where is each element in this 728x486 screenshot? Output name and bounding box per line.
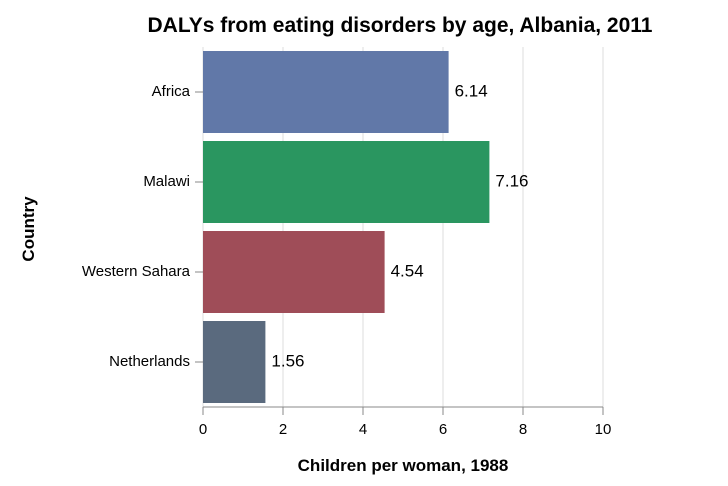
data-label: 6.14 [455, 81, 488, 100]
bar [203, 321, 266, 403]
bars: 6.14 7.16 4.54 1.56 [203, 51, 528, 403]
bar [203, 231, 385, 313]
y-tick-label: Africa [152, 83, 191, 100]
y-axis-title: Country [19, 196, 38, 262]
x-tick-label: 4 [359, 421, 367, 438]
y-axis: Africa Malawi Western Sahara Netherlands [82, 83, 203, 370]
y-tick-label: Netherlands [109, 353, 190, 370]
bar [203, 51, 449, 133]
x-tick-label: 2 [279, 421, 287, 438]
data-label: 4.54 [391, 261, 424, 280]
y-tick-label: Malawi [143, 173, 190, 190]
x-tick-label: 0 [199, 421, 207, 438]
data-label: 1.56 [271, 351, 304, 370]
x-tick-label: 8 [519, 421, 527, 438]
chart-title: DALYs from eating disorders by age, Alba… [148, 14, 653, 37]
y-tick-label: Western Sahara [82, 263, 191, 280]
data-label: 7.16 [495, 171, 528, 190]
x-axis-title: Children per woman, 1988 [298, 456, 509, 475]
bar [203, 141, 490, 223]
x-tick-label: 6 [439, 421, 447, 438]
x-axis: 0 2 4 6 8 10 [199, 406, 612, 438]
x-tick-label: 10 [595, 421, 612, 438]
